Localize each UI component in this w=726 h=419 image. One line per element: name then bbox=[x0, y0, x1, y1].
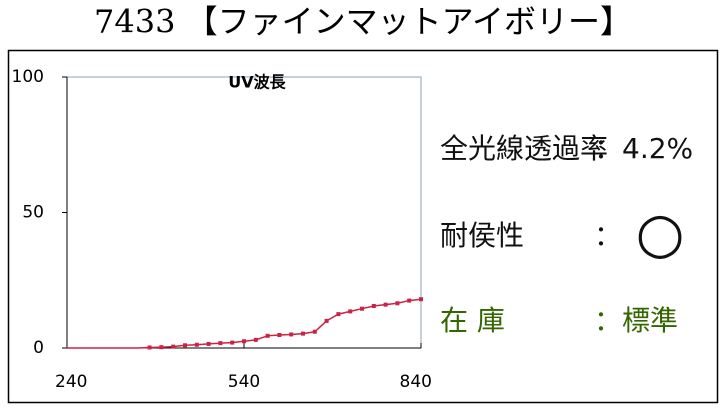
data-marker bbox=[230, 340, 235, 345]
info-sep: ： bbox=[594, 304, 622, 337]
info-panel: 全光線透過率： 4.2%耐侯性： ○在 庫：標準 bbox=[440, 132, 693, 337]
data-marker bbox=[301, 331, 305, 336]
info-label: 耐侯性 bbox=[440, 219, 524, 252]
data-marker bbox=[324, 318, 329, 323]
card-frame bbox=[7, 49, 719, 404]
data-marker bbox=[419, 297, 423, 302]
chart-title: UV波長 bbox=[228, 73, 286, 92]
data-marker bbox=[171, 344, 176, 349]
info-label: 全光線透過率 bbox=[440, 132, 608, 165]
data-marker bbox=[147, 345, 152, 350]
data-marker bbox=[371, 303, 376, 308]
y-tick-label: 100 bbox=[12, 67, 44, 87]
y-tick-label: 50 bbox=[22, 203, 44, 223]
data-marker bbox=[383, 302, 388, 307]
data-marker bbox=[253, 337, 258, 342]
x-tick-label: 240 bbox=[55, 372, 87, 392]
x-tick-label: 540 bbox=[228, 372, 260, 392]
data-marker bbox=[218, 341, 223, 346]
data-marker bbox=[242, 339, 246, 344]
data-marker bbox=[194, 342, 199, 347]
info-value: ○ bbox=[636, 201, 685, 266]
info-value: 4.2% bbox=[622, 132, 693, 165]
info-sep: ： bbox=[594, 219, 622, 252]
data-marker bbox=[312, 329, 317, 334]
data-marker bbox=[183, 343, 187, 348]
data-marker bbox=[277, 332, 282, 337]
data-marker bbox=[265, 333, 270, 338]
info-label: 在 庫 bbox=[440, 304, 505, 337]
x-tick-label: 840 bbox=[400, 372, 432, 392]
data-marker bbox=[159, 345, 164, 350]
data-marker bbox=[206, 341, 211, 346]
data-marker bbox=[348, 309, 353, 314]
page-title: 7433 【ファインマットアイボリー】 bbox=[94, 3, 632, 41]
y-tick-label: 0 bbox=[33, 338, 44, 358]
data-marker bbox=[360, 306, 364, 311]
info-sep: ： bbox=[594, 132, 622, 165]
data-marker bbox=[395, 301, 400, 306]
data-marker bbox=[289, 332, 294, 337]
info-value: 標準 bbox=[622, 304, 678, 337]
data-marker bbox=[407, 298, 412, 303]
data-marker bbox=[336, 312, 341, 317]
